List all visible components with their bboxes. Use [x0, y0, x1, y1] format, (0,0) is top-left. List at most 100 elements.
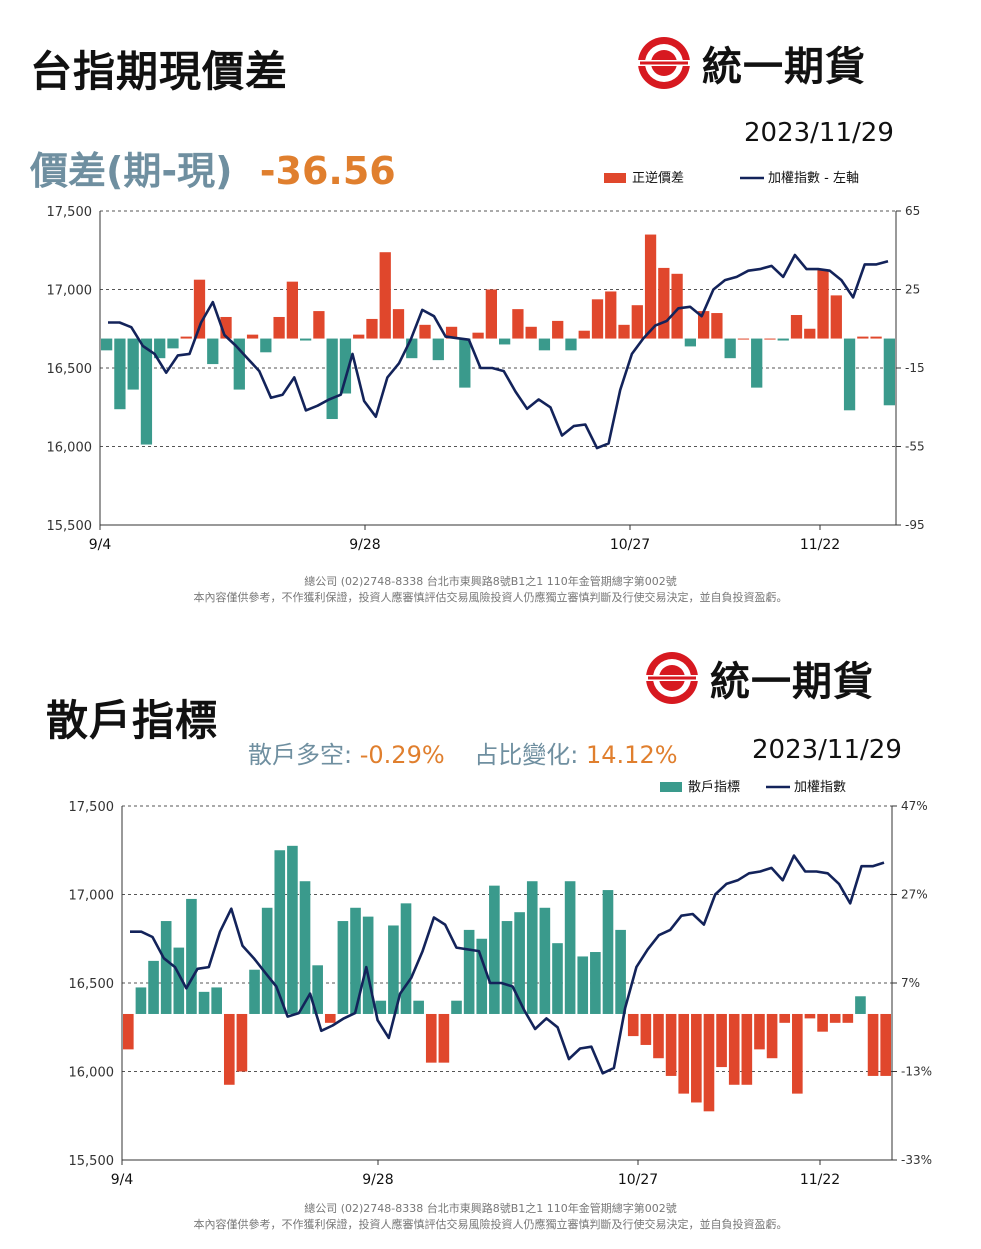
bar [140, 338, 153, 445]
footer-disclaimer: 本內容僅供參考，不作獲利保證，投資人應審慎評估交易風險投資人仍應獨立審慎判斷及行… [193, 591, 788, 604]
bar [375, 1000, 387, 1014]
bar [489, 885, 500, 1014]
y-left-tick-label: 16,000 [69, 1066, 115, 1081]
bar [817, 1013, 828, 1032]
footer-contact: 總公司 (02)2748-8338 台北市東興路8號B1之1 110年金管期總字… [304, 575, 677, 588]
y-left-tick-label: 16,000 [47, 441, 93, 456]
legend-bar-swatch [604, 173, 626, 183]
bar [207, 338, 219, 365]
bar [512, 309, 524, 339]
bar [703, 1013, 715, 1112]
ratio-change-value: 14.12% [586, 741, 678, 769]
bar [154, 338, 166, 359]
bar [565, 338, 577, 351]
bar [754, 1013, 765, 1050]
bar [716, 1013, 727, 1068]
bar [233, 338, 245, 390]
page-title: 散戶指標 [46, 696, 219, 745]
bar [148, 960, 159, 1014]
retail-stats: 散戶多空: -0.29% 占比變化: 14.12% [248, 735, 678, 770]
bar [180, 336, 192, 339]
bar [514, 912, 525, 1014]
bar [324, 1013, 336, 1023]
bar [123, 1013, 134, 1050]
legend-bar-swatch [660, 782, 682, 792]
y-right-tick-label: 47% [901, 799, 928, 813]
bar [249, 969, 260, 1014]
brand-name: 統一期貨 [710, 659, 874, 705]
index-line [108, 253, 889, 450]
y-left-tick-label: 16,500 [69, 977, 115, 992]
x-tick-label: 10/27 [610, 537, 650, 553]
bar [764, 338, 776, 340]
x-tick-label: 9/4 [111, 1172, 134, 1188]
bar [538, 338, 551, 351]
bar [665, 1013, 677, 1076]
basis-stat: 價差(期-現) -36.56 [30, 140, 396, 195]
bar [419, 324, 431, 339]
index-line [130, 854, 885, 1075]
bar [857, 336, 869, 339]
bar [804, 1013, 816, 1019]
bar [653, 1013, 664, 1059]
x-tick-label: 11/22 [800, 537, 840, 553]
y-left-tick-label: 15,500 [69, 1154, 115, 1169]
bar [658, 267, 670, 339]
bar [186, 898, 197, 1014]
brand-name: 統一期貨 [702, 44, 866, 90]
bar [350, 907, 361, 1014]
legend-line-label: 加權指數 [794, 780, 846, 795]
bar [751, 338, 763, 388]
bar [451, 1000, 462, 1014]
bar [246, 334, 259, 339]
footer: 總公司 (02)2748-8338 台北市東興路8號B1之1 110年金管期總字… [0, 574, 981, 606]
x-tick-label: 10/27 [618, 1172, 658, 1188]
bar [476, 938, 488, 1014]
bar [127, 338, 139, 390]
bar [855, 996, 866, 1014]
bar [829, 1013, 841, 1023]
brand-logo: 統一期貨 [636, 34, 866, 92]
x-tick-label: 11/22 [800, 1172, 840, 1188]
bar [101, 338, 113, 351]
bar [644, 234, 657, 339]
page-title: 台指期現價差 [30, 47, 289, 96]
bar [425, 1013, 437, 1063]
footer-disclaimer: 本內容僅供參考，不作獲利保證，投資人應審慎評估交易風險投資人仍應獨立審慎判斷及行… [193, 1218, 788, 1231]
bar [198, 991, 210, 1014]
bar [379, 252, 391, 339]
bar [300, 338, 312, 341]
bar [438, 1013, 450, 1063]
bar [804, 328, 816, 339]
bar [445, 326, 458, 339]
bar [640, 1013, 652, 1045]
bar [790, 315, 803, 339]
bar [400, 903, 412, 1014]
y-right-tick-label: 25 [905, 283, 920, 297]
bar [615, 929, 626, 1014]
bar [618, 324, 630, 339]
bar [432, 338, 444, 361]
bar [870, 336, 882, 339]
bar [867, 1013, 879, 1076]
bar [193, 279, 206, 339]
bar [843, 338, 856, 411]
bar [366, 318, 378, 339]
bar [766, 1013, 778, 1059]
brand-logo-icon [646, 652, 698, 704]
y-right-tick-label: 7% [901, 976, 920, 990]
bar [337, 921, 349, 1014]
x-tick-label: 9/4 [89, 537, 112, 553]
bar [711, 313, 723, 339]
bar [388, 925, 399, 1014]
retail-ls-label: 散戶多空: [248, 741, 353, 769]
y-left-tick-label: 17,500 [47, 205, 93, 220]
chart-date: 2023/11/29 [752, 735, 902, 765]
bar [392, 309, 405, 339]
basis-panel: 台指期現價差 統一期貨 2023/11/29 價差(期-現) -36.56 15… [0, 0, 981, 620]
bar [160, 921, 172, 1014]
bar [339, 338, 352, 394]
y-right-tick-label: -33% [901, 1153, 932, 1167]
bar [261, 907, 273, 1014]
bar [406, 338, 418, 359]
